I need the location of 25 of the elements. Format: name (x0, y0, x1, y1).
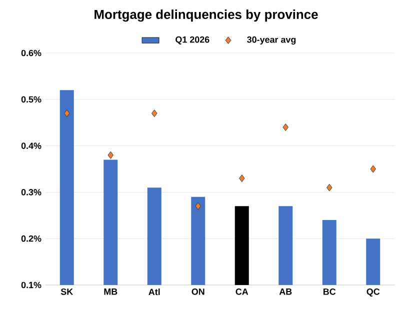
point (152, 110, 158, 118)
point (326, 184, 332, 192)
point (64, 110, 70, 118)
point (239, 174, 245, 182)
y-tick-label: 0.2% (21, 235, 42, 242)
point (195, 202, 201, 210)
chart-title: Mortgage delinquencies by province (94, 10, 318, 22)
x-tick-label: CA (236, 288, 248, 295)
legend-label: Q1 2026 (176, 36, 210, 44)
y-tick-label: 0.3% (21, 189, 42, 196)
x-tick-label: BC (323, 288, 336, 295)
point (282, 123, 288, 131)
y-tick-label: 0.5% (21, 96, 42, 103)
point (370, 165, 376, 173)
y-tick-label: 0.1% (21, 282, 42, 288)
x-tick-label: QC (366, 288, 380, 297)
x-tick-label: ON (192, 288, 204, 295)
y-tick-label: 0.6% (21, 50, 42, 56)
x-tick-label: AB (279, 288, 292, 295)
legend-label: 30-year avg (247, 36, 296, 45)
x-tick-label: Atl (148, 288, 160, 296)
point (108, 151, 114, 159)
x-tick-label: MB (104, 288, 118, 295)
y-tick-label: 0.4% (21, 142, 42, 149)
x-tick-label: SK (60, 288, 74, 295)
